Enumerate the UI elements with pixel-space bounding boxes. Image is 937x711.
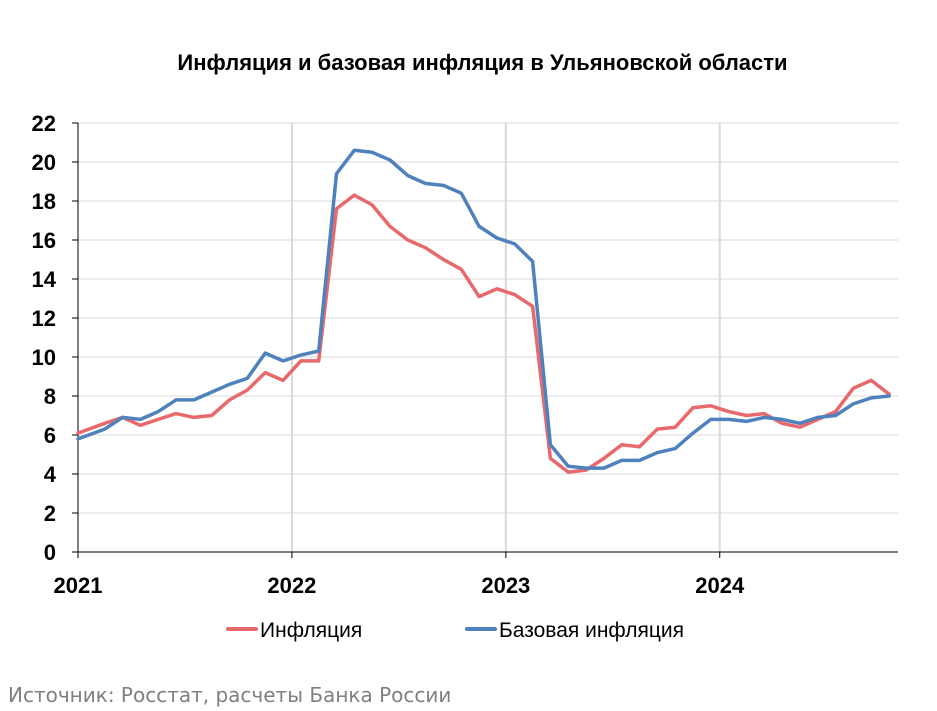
- legend-label: Базовая инфляция: [499, 619, 684, 642]
- axes: [72, 122, 898, 558]
- y-tick-labels: 0 2 4 6 8 10 12 14 16 18 20 22: [32, 111, 57, 565]
- x-tick-label: 2024: [695, 573, 745, 598]
- gridlines: [78, 122, 898, 552]
- y-tick-label: 12: [32, 306, 56, 331]
- y-tick-label: 18: [32, 189, 56, 214]
- y-tick-label: 4: [44, 462, 57, 487]
- source-note: Источник: Росстат, расчеты Банка России: [8, 683, 452, 707]
- x-tick-label: 2022: [267, 573, 316, 598]
- y-tick-label: 8: [44, 384, 56, 409]
- y-tick-label: 6: [44, 423, 56, 448]
- y-tick-label: 2: [44, 501, 56, 526]
- y-tick-label: 14: [32, 267, 57, 292]
- y-tick-label: 22: [32, 111, 56, 136]
- series-line-1: [76, 193, 891, 474]
- x-tick-label: 2023: [481, 573, 530, 598]
- series-line-2: [76, 148, 891, 470]
- y-tick-label: 20: [32, 150, 56, 175]
- series-lines: [76, 148, 891, 474]
- chart-title: Инфляция и базовая инфляция в Ульяновско…: [177, 50, 788, 75]
- x-tick-label: 2021: [54, 573, 103, 598]
- legend: Инфляция Базовая инфляция: [226, 619, 684, 642]
- x-tick-labels: 2021 2022 2023 2024: [54, 573, 745, 598]
- y-tick-label: 10: [32, 345, 56, 370]
- y-tick-label: 0: [44, 540, 56, 565]
- legend-label: Инфляция: [260, 619, 362, 642]
- y-tick-label: 16: [32, 228, 56, 253]
